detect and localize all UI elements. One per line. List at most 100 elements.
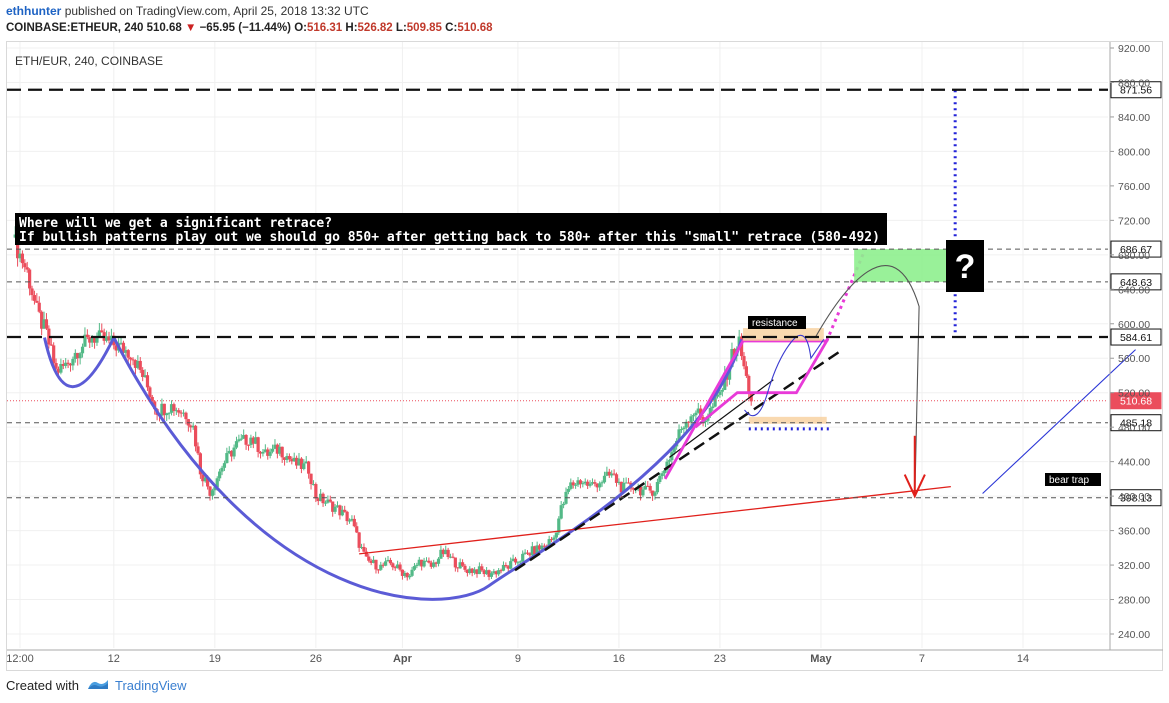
candle-body [747,375,751,394]
level-price-label: 648.63 [1120,277,1152,289]
candle-body [85,334,89,338]
candle-body [624,482,628,484]
candle-body [371,559,376,563]
candle-body [561,503,566,506]
candle-body [388,559,393,564]
created-with-text: Created with [6,678,79,693]
candle-body [133,360,138,368]
candle-body [405,572,409,578]
candle-body [559,505,563,519]
candle-body [292,457,296,462]
candle-body [347,520,352,522]
candle-body [367,556,371,561]
tradingview-link[interactable]: TradingView [114,678,187,693]
candle-body [626,482,631,484]
candle-body [718,391,722,395]
orange-resistance-zone [743,328,824,341]
candle-body [446,549,450,557]
y-tick-label: 440.00 [1118,457,1150,469]
candle-body [648,485,652,491]
candle-body [254,437,258,444]
candle-body [593,482,597,484]
candle-body [448,556,453,558]
y-tick-label: 520.00 [1118,388,1150,400]
candle-body [52,345,56,364]
orange-support-zone [748,416,827,424]
candle-body [215,478,219,488]
candle-body [569,482,573,489]
candle-body [521,553,525,562]
candle-body [218,471,222,479]
candle-body [641,489,645,496]
candle-body [282,457,287,460]
candle-body [350,518,354,521]
time-axis[interactable]: 12:00 12 19 26 Apr 9 16 23 May 7 14 [6,649,1163,665]
candle-body [749,393,753,402]
x-tick-label: 7 [919,653,925,665]
candle-body [499,570,503,572]
candle-body [208,486,212,496]
candle-body [44,319,49,329]
candle-body [386,559,390,562]
author-link[interactable]: ethhunter [6,4,62,18]
y-tick-label: 800.00 [1118,146,1150,158]
candles [13,226,753,581]
candle-body [513,558,518,563]
candle-body [410,569,414,576]
y-tick-label: 720.00 [1118,215,1150,227]
candle-body [49,344,53,346]
candle-body [225,453,229,464]
footer: Created with TradingView [6,677,187,694]
candle-body [251,437,255,444]
candle-body [535,545,539,555]
candle-body [71,358,75,366]
candle-body [408,575,412,578]
candle-body [76,352,80,359]
candle-body [266,449,270,456]
candle-body [297,458,301,466]
candle-body [542,545,546,547]
price-axis[interactable]: 240.00 280.00 320.00 360.00 400.00 440.00 480.… [1109,42,1150,650]
candle-body [263,449,267,452]
candle-body [742,356,746,367]
candle-body [126,350,130,358]
x-tick-label: 9 [515,653,521,665]
candle-body [374,559,378,570]
candle-body [487,570,491,577]
candle-body [432,562,436,567]
annotation-line-2: If bullish patterns play out we should g… [19,230,880,245]
candle-body [343,509,347,512]
candle-body [720,389,724,392]
candle-body [470,568,474,573]
candle-body [119,342,123,344]
candle-body [333,506,337,512]
y-tick-label: 360.00 [1118,526,1150,538]
candle-body [665,461,669,471]
candle-body [393,567,397,569]
candle-body [273,444,277,449]
candle-body [492,571,496,574]
bear-trap-label: bear trap [1049,475,1089,486]
candle-body [141,369,145,378]
candle-body [302,463,306,470]
candle-body [427,560,431,563]
resistance-label: resistance [752,318,798,329]
candle-body [42,319,46,329]
publish-line: ethhunter published on TradingView.com, … [6,4,369,18]
candle-body [189,425,193,428]
candle-body [32,295,37,301]
candle-body [434,562,438,564]
candle-body [523,552,527,554]
candle-body [540,545,544,550]
drawings [43,90,1136,601]
tradingview-logo-icon[interactable] [87,677,109,694]
candle-body [331,501,335,512]
candle-body [600,482,604,484]
candle-body [314,484,318,499]
candle-body [574,484,578,486]
candle-body [287,456,291,460]
level-price-label: 584.61 [1120,332,1152,344]
candle-body [222,463,227,468]
candle-body [304,461,308,464]
